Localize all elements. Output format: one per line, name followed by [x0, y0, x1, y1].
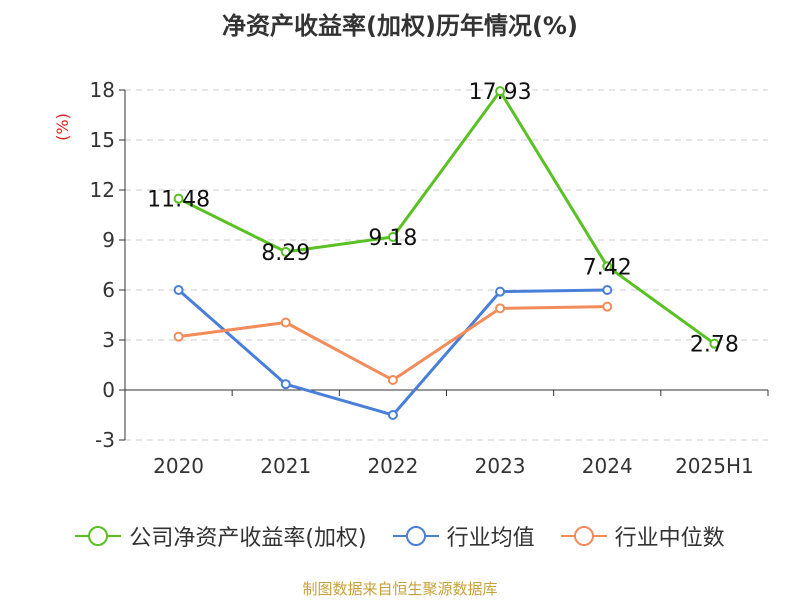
data-point: [602, 261, 613, 272]
legend-item-0[interactable]: 公司净资产收益率(加权): [75, 520, 367, 552]
data-label: 2.78: [690, 333, 739, 358]
data-label: 9.18: [368, 226, 417, 251]
x-tick-label: 2023: [475, 454, 526, 478]
x-tick-label: 2025H1: [675, 454, 754, 478]
x-tick-label: 2022: [367, 454, 418, 478]
y-tick-label: 12: [90, 178, 115, 202]
data-point: [173, 331, 184, 342]
x-tick-label: 2020: [153, 454, 204, 478]
legend-swatch: [560, 526, 607, 546]
chart-legend[interactable]: 公司净资产收益率(加权) 行业均值 行业中位数: [0, 520, 800, 552]
x-tick-label: 2021: [260, 454, 311, 478]
legend-label: 行业中位数: [614, 526, 725, 551]
series-line-2: [178, 305, 608, 382]
data-point: [280, 379, 291, 390]
y-tick-label: 3: [102, 328, 115, 352]
x-tick-label: 2024: [582, 454, 633, 478]
data-point: [387, 375, 398, 385]
legend-swatch: [392, 526, 439, 546]
legend-label: 公司净资产收益率(加权): [129, 526, 367, 551]
data-point: [280, 246, 291, 257]
data-point: [173, 193, 184, 204]
data-point: [173, 285, 184, 295]
data-label: 7.42: [583, 255, 632, 280]
data-label: 17.93: [469, 80, 532, 105]
y-tick-label: -3: [95, 428, 115, 452]
y-tick-label: 6: [102, 278, 115, 302]
y-tick-label: 9: [102, 228, 115, 252]
data-point: [387, 410, 398, 420]
data-label: 8.29: [261, 241, 310, 266]
data-point: [495, 286, 506, 297]
series-line-0: [177, 89, 716, 345]
legend-item-2[interactable]: 行业中位数: [560, 520, 725, 552]
data-point: [280, 317, 291, 328]
data-point: [495, 86, 506, 97]
y-axis-title: (%): [53, 113, 72, 141]
legend-label: 行业均值: [446, 526, 535, 551]
data-label: 11.48: [147, 188, 210, 213]
data-point: [495, 303, 506, 314]
data-source-note: 制图数据来自恒生聚源数据库: [302, 580, 498, 598]
legend-swatch: [75, 526, 122, 546]
data-point: [387, 232, 398, 242]
y-tick-label: 18: [90, 78, 115, 102]
chart-title: 净资产收益率(加权)历年情况(%): [222, 12, 578, 40]
data-point: [602, 301, 613, 312]
y-tick-label: 0: [102, 378, 115, 402]
y-tick-label: 15: [90, 128, 115, 152]
data-point: [709, 338, 720, 349]
data-point: [602, 285, 613, 295]
legend-item-1[interactable]: 行业均值: [392, 520, 535, 552]
